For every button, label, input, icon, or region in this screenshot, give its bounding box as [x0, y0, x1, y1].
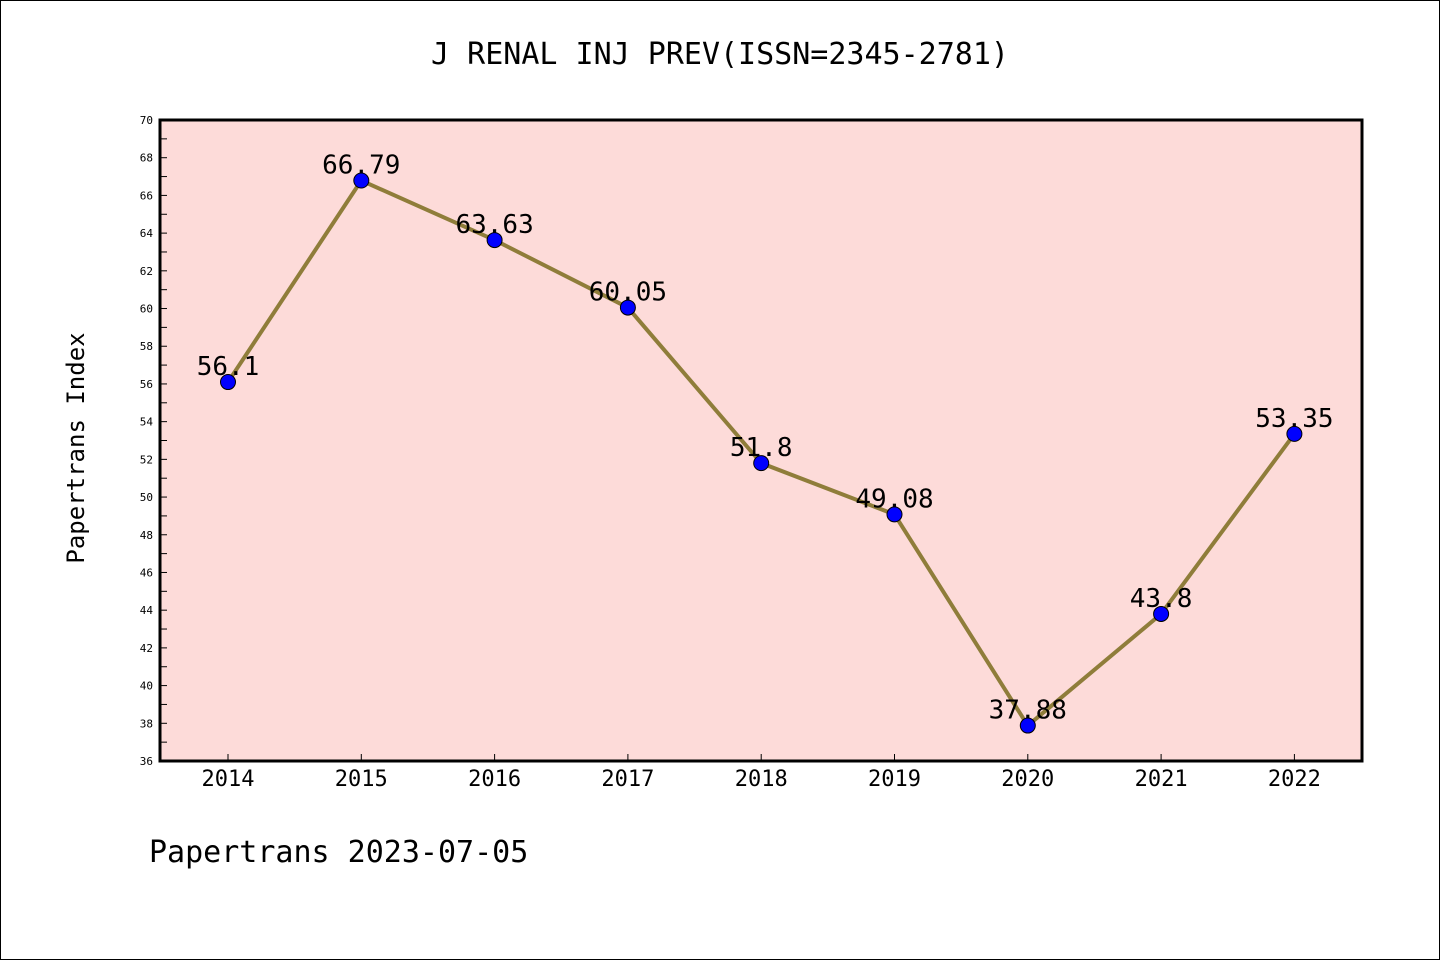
- data-label: 49.08: [855, 484, 933, 514]
- data-point: [486, 232, 503, 249]
- x-tick-label: 2014: [202, 767, 255, 792]
- data-label: 60.05: [589, 278, 667, 308]
- y-tick-label: 60: [140, 303, 153, 316]
- x-tick-label: 2020: [1001, 767, 1054, 792]
- y-tick-label: 52: [140, 453, 153, 466]
- data-point: [1153, 605, 1170, 622]
- y-tick-label: 56: [140, 378, 153, 391]
- footer-date: Papertrans 2023-07-05: [149, 835, 529, 870]
- x-tick-label: 2021: [1135, 767, 1188, 792]
- y-tick-label: 70: [140, 114, 153, 127]
- data-label: 53.35: [1255, 404, 1333, 434]
- x-tick-label: 2018: [735, 767, 788, 792]
- data-point: [1019, 717, 1036, 734]
- data-point: [1286, 425, 1303, 442]
- data-point: [220, 374, 236, 391]
- x-tick-label: 2016: [468, 767, 521, 792]
- x-tick-label: 2015: [335, 767, 388, 792]
- y-tick-label: 66: [140, 189, 153, 202]
- data-label: 56.1: [197, 352, 260, 382]
- y-tick-label: 36: [140, 755, 153, 768]
- data-label: 43.8: [1130, 584, 1193, 614]
- data-label: 51.8: [730, 433, 793, 463]
- plot-area: [160, 120, 1362, 761]
- data-point: [753, 455, 770, 472]
- y-tick-label: 54: [140, 416, 154, 429]
- data-point: [886, 506, 903, 523]
- y-tick-label: 42: [140, 642, 153, 655]
- y-tick-label: 50: [140, 491, 153, 504]
- data-label: 66.79: [322, 151, 400, 181]
- y-tick-label: 68: [140, 152, 153, 165]
- y-tick-label: 38: [140, 717, 153, 730]
- x-tick-label: 2022: [1268, 767, 1321, 792]
- data-label: 63.63: [455, 210, 533, 240]
- y-tick-label: 44: [140, 604, 154, 617]
- x-tick-label: 2019: [868, 767, 921, 792]
- plot-border: [158, 118, 1364, 763]
- data-label: 37.88: [989, 696, 1067, 726]
- x-tick-label: 2017: [601, 767, 654, 792]
- chart-title: J RENAL INJ PREV(ISSN=2345-2781): [431, 37, 1009, 72]
- y-tick-label: 48: [140, 529, 153, 542]
- y-tick-label: 46: [140, 566, 153, 579]
- y-tick-label: 40: [140, 680, 153, 693]
- y-tick-label: 62: [140, 265, 153, 278]
- y-tick-label: 64: [140, 227, 154, 240]
- data-point: [619, 299, 636, 316]
- y-tick-label: 58: [140, 340, 153, 353]
- data-point: [353, 172, 370, 189]
